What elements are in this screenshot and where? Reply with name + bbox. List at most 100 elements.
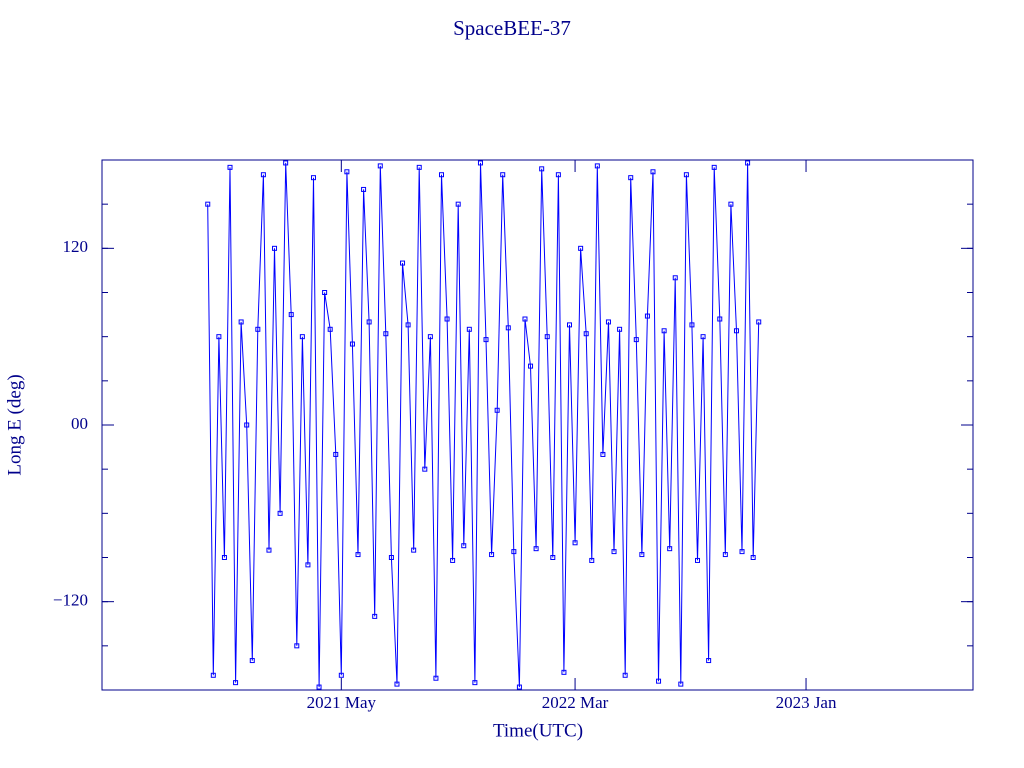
data-point xyxy=(544,334,550,340)
data-point xyxy=(277,510,283,516)
data-point xyxy=(233,680,239,686)
data-point xyxy=(683,172,689,178)
data-point xyxy=(644,313,650,319)
data-point xyxy=(572,540,578,546)
data-point xyxy=(438,172,444,178)
data-point xyxy=(283,160,289,166)
data-point xyxy=(567,322,573,328)
data-point xyxy=(605,319,611,325)
x-tick-label: 2021 May xyxy=(307,693,377,712)
data-point xyxy=(728,201,734,207)
data-point xyxy=(539,166,545,172)
data-point xyxy=(400,260,406,266)
data-point xyxy=(255,326,261,332)
data-point xyxy=(477,160,483,166)
data-point xyxy=(244,422,250,428)
y-tick-label: 00 xyxy=(71,414,88,433)
data-point xyxy=(489,552,495,558)
series-line xyxy=(207,162,760,688)
data-point xyxy=(266,547,272,553)
data-point xyxy=(483,337,489,343)
data-point xyxy=(706,658,712,664)
data-point xyxy=(578,245,584,251)
y-axis-label: Long E (deg) xyxy=(4,374,25,475)
data-point xyxy=(600,451,606,457)
data-point xyxy=(667,546,673,552)
data-point xyxy=(528,363,534,369)
data-point xyxy=(522,316,528,322)
data-point xyxy=(745,160,751,166)
data-point xyxy=(455,201,461,207)
data-point xyxy=(555,172,561,178)
data-point xyxy=(494,407,500,413)
data-point xyxy=(316,684,322,690)
data-point xyxy=(227,164,233,170)
data-point xyxy=(405,322,411,328)
data-point xyxy=(305,562,311,568)
data-point xyxy=(366,319,372,325)
data-point xyxy=(639,552,645,558)
data-point xyxy=(361,186,367,192)
data-point xyxy=(344,169,350,175)
y-tick-label: 120 xyxy=(63,237,89,256)
data-point xyxy=(650,169,656,175)
data-point xyxy=(717,316,723,322)
data-point xyxy=(427,334,433,340)
data-point xyxy=(249,658,255,664)
data-point xyxy=(561,669,567,675)
data-point xyxy=(750,555,756,560)
data-point xyxy=(310,175,316,181)
data-point xyxy=(672,275,678,281)
data-point xyxy=(617,326,623,332)
data-point xyxy=(411,547,417,553)
data-point xyxy=(372,613,378,619)
data-point xyxy=(377,163,383,169)
data-point xyxy=(433,675,439,681)
data-point xyxy=(472,680,478,686)
data-point xyxy=(500,172,506,178)
data-point xyxy=(589,557,595,563)
data-point xyxy=(450,557,456,563)
data-point xyxy=(322,290,328,295)
y-tick-label: −120 xyxy=(53,591,88,610)
data-point xyxy=(333,451,339,457)
data-point xyxy=(416,164,422,170)
data-point xyxy=(583,331,589,337)
data-point xyxy=(695,557,701,563)
data-point xyxy=(594,163,600,169)
data-point xyxy=(739,549,745,555)
data-point xyxy=(272,245,278,251)
data-point xyxy=(633,337,639,343)
data-point xyxy=(505,325,511,331)
data-point xyxy=(355,552,361,558)
data-point xyxy=(205,201,211,207)
x-tick-label: 2022 Mar xyxy=(542,693,609,712)
data-point xyxy=(294,643,300,649)
data-point xyxy=(288,312,294,318)
x-axis-label: Time(UTC) xyxy=(493,720,583,741)
data-point xyxy=(678,681,684,687)
data-point xyxy=(756,319,762,325)
data-point xyxy=(388,555,394,560)
data-point xyxy=(611,549,617,555)
data-point xyxy=(327,326,333,332)
data-point xyxy=(661,328,667,334)
data-point xyxy=(466,326,472,332)
x-tick-label: 2023 Jan xyxy=(776,693,837,712)
data-point xyxy=(722,552,728,558)
data-point xyxy=(444,316,450,322)
data-point xyxy=(216,334,222,340)
data-point xyxy=(733,328,739,334)
data-point xyxy=(221,555,227,560)
data-point xyxy=(689,322,695,328)
data-point xyxy=(299,334,305,340)
data-point xyxy=(700,334,706,340)
data-point xyxy=(349,341,355,347)
data-point xyxy=(711,164,717,170)
data-point xyxy=(383,331,389,337)
data-point xyxy=(210,672,216,678)
data-point xyxy=(338,672,344,678)
data-point xyxy=(511,549,517,555)
